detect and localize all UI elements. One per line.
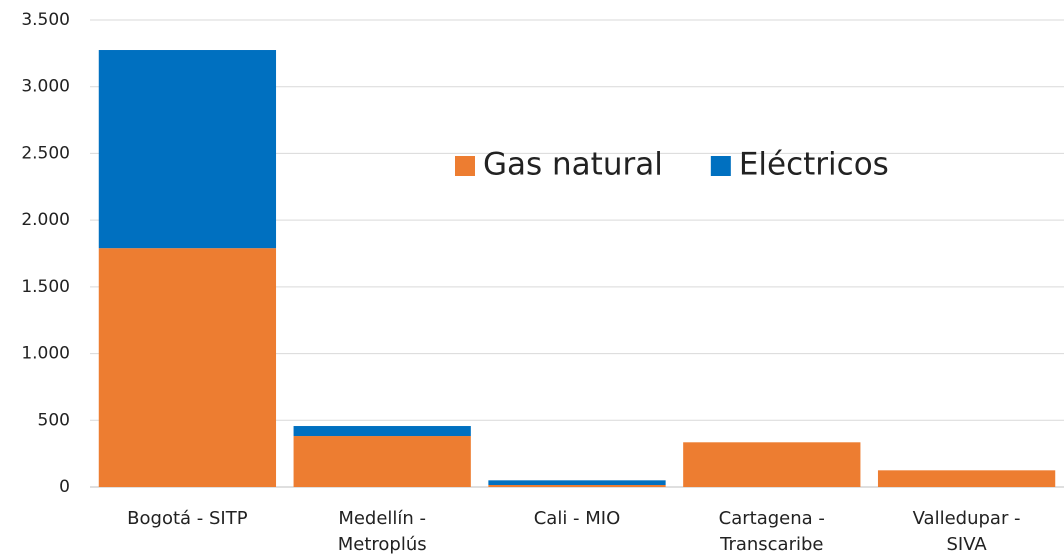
x-tick-label: Bogotá - SITP	[127, 508, 248, 529]
y-tick-label: 0	[59, 477, 70, 497]
bar-segment	[488, 484, 666, 487]
bar-segment	[98, 50, 277, 249]
y-tick-label: 2.000	[21, 210, 70, 230]
bar-segment	[293, 426, 471, 437]
x-tick-label: Cali - MIO	[533, 508, 621, 529]
y-tick-label: 3.500	[21, 10, 70, 30]
bar-segment	[98, 248, 277, 487]
bar-segment	[488, 480, 666, 485]
bar-segment	[877, 470, 1056, 487]
y-tick-label: 2.500	[21, 143, 70, 163]
y-tick-label: 1.500	[21, 277, 70, 297]
bar-segment	[293, 436, 471, 487]
legend-swatch	[710, 156, 731, 176]
x-tick-label: Cartagena - Transcaribe	[718, 508, 825, 555]
bar-segment	[683, 442, 861, 487]
x-tick-label: Valledupar - SIVA	[912, 508, 1021, 555]
x-tick-label: Medellín - Metroplús	[337, 508, 427, 555]
y-tick-label: 500	[38, 410, 70, 430]
y-tick-label: 1.000	[21, 344, 70, 364]
legend-swatch	[455, 156, 475, 176]
legend-label: Gas natural	[483, 147, 663, 183]
y-tick-label: 3.000	[21, 77, 70, 97]
legend-label: Eléctricos	[739, 147, 889, 183]
